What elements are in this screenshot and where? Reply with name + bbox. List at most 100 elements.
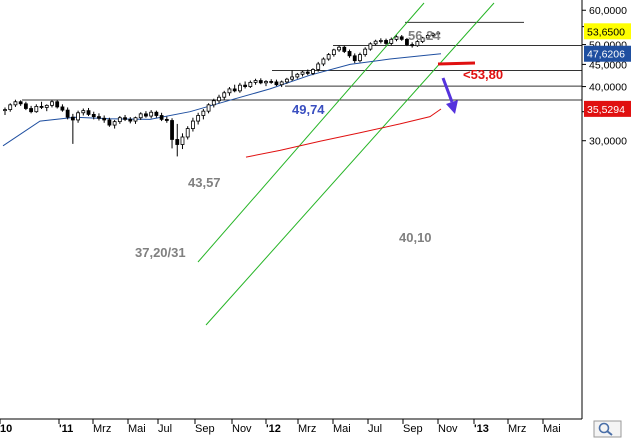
x-tick-label: Mai (128, 423, 146, 435)
candle-body (436, 32, 441, 35)
x-tick-label: Mrz (93, 423, 111, 435)
candle-body (34, 105, 39, 113)
x-tick-label: '12 (266, 423, 281, 435)
candle-body (399, 36, 404, 40)
candle-body (185, 128, 190, 138)
candle-body (253, 80, 258, 83)
blue-down-arrow (441, 77, 454, 103)
level-lines (22, 21, 582, 101)
candle-body (284, 78, 289, 83)
candle-body (29, 108, 34, 113)
level-label: 43,57 (188, 175, 221, 190)
candle-body (431, 33, 435, 36)
candle-body (154, 111, 159, 116)
x-tick-label: 10 (0, 423, 12, 435)
candle-body (331, 49, 336, 56)
level-label: 49,74 (292, 102, 325, 117)
price-tags: 53,6500 47,6206 35,5294 (584, 23, 631, 117)
channel-lower (205, 2, 495, 326)
candle-body (415, 41, 420, 47)
channel-upper (197, 2, 425, 263)
magnifier-handle (606, 430, 613, 436)
level-labels: 56,24 49,74 43,57 40,10 37,20/31 <53,80 (135, 28, 503, 260)
price-tag-label: 35,5294 (587, 104, 625, 116)
candle-body (13, 101, 18, 106)
candle-body (258, 80, 263, 84)
candle-body (86, 110, 91, 115)
x-tick-label: Nov (232, 423, 252, 435)
candle-body (321, 58, 326, 65)
candle-body (352, 55, 357, 62)
candle-body (196, 115, 201, 122)
candle-body (363, 48, 368, 56)
y-tick-label: 40,0000 (589, 82, 627, 94)
x-tick-label: Mrz (508, 423, 526, 435)
price-tag (584, 100, 631, 117)
level-label: 40,10 (399, 230, 432, 245)
candle-body (144, 113, 148, 117)
candle-body (18, 101, 23, 105)
x-tick-label: '11 (59, 423, 73, 435)
candle-body (217, 96, 221, 102)
candle-body (237, 84, 242, 92)
candle-body (311, 69, 315, 74)
candle-body (159, 115, 164, 120)
candle-body (23, 103, 28, 109)
candle-body (347, 51, 352, 57)
red-moving-average (245, 108, 442, 158)
zoom-button[interactable] (593, 420, 622, 438)
candle-body (264, 81, 268, 84)
y-tick-label: 45,0000 (589, 59, 627, 71)
level-label: 56,24 (408, 28, 441, 43)
zoom-control[interactable] (593, 420, 622, 438)
x-tick-label: Sep (195, 423, 215, 435)
blue-arrow-head (446, 100, 458, 114)
candle-body (55, 101, 60, 108)
y-tick-label: 60,0000 (589, 5, 627, 17)
candle-body (112, 121, 117, 126)
candle-body (70, 116, 75, 121)
candle-body (316, 63, 321, 70)
candle-body (425, 34, 430, 39)
y-tick-label: 30,0000 (589, 136, 627, 148)
candle-body (3, 109, 7, 112)
candle-body (60, 106, 65, 111)
candle-body (65, 109, 70, 118)
price-tag (584, 45, 631, 62)
candle-body (164, 118, 169, 121)
candle-body (102, 117, 107, 121)
annotation-arrows (437, 61, 476, 114)
candle-body (138, 113, 143, 119)
price-tag (584, 23, 631, 40)
magnifier-icon (598, 422, 610, 434)
candle-body (133, 117, 138, 122)
candle-body (39, 105, 44, 108)
x-tick-label: Nov (438, 423, 458, 435)
x-tick-label: Jul (158, 423, 172, 435)
candle-body (248, 81, 253, 87)
candle-body (211, 100, 216, 106)
moving-averages (2, 53, 442, 158)
candle-body (410, 44, 415, 47)
candle-body (123, 117, 127, 120)
candle-body (384, 40, 388, 44)
level-label: 37,20/31 (135, 245, 186, 260)
x-tick-label: '13 (474, 423, 489, 435)
price-tag-label: 53,6500 (587, 26, 625, 38)
x-tick-label: Sep (403, 423, 423, 435)
candle-body (279, 81, 284, 86)
candle-body (149, 111, 154, 117)
candle-body (222, 92, 227, 98)
price-tag-label: 47,6206 (587, 49, 625, 61)
candle-body (191, 120, 195, 129)
candle-body (378, 40, 383, 42)
candle-body (8, 104, 13, 110)
candle-body (326, 54, 331, 60)
blue-moving-average (2, 53, 442, 147)
candle-body (305, 71, 310, 74)
candle-body (44, 104, 49, 108)
candle-body (227, 88, 232, 94)
candle-body (420, 37, 425, 42)
candle-body (91, 114, 96, 118)
